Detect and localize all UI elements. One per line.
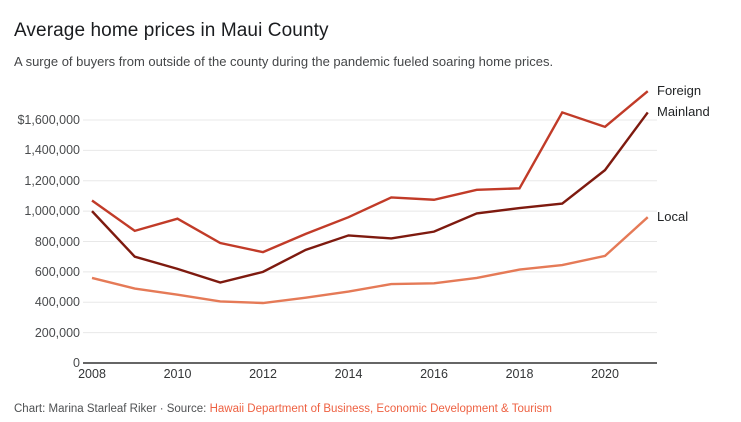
y-axis-label: 1,200,000 <box>24 173 80 188</box>
series-line-local <box>91 216 649 305</box>
legend-label-mainland: Mainland <box>657 104 710 120</box>
x-axis-label: 2014 <box>334 367 363 381</box>
legend-label-foreign: Foreign <box>657 83 702 99</box>
chart-footer: Chart: Marina Starleaf Riker · Source: H… <box>14 403 552 415</box>
y-axis-label: 600,000 <box>34 264 80 279</box>
y-axis-label: 0 <box>73 356 80 370</box>
y-axis-label: 1,000,000 <box>24 204 80 219</box>
x-axis-label: 2018 <box>505 367 534 381</box>
chart-title: Average home prices in Maui County <box>14 20 329 41</box>
chart-credit: Chart: Marina Starleaf Riker · Source: <box>14 403 207 415</box>
y-axis-label: $1,600,000 <box>17 113 80 127</box>
series-line-mainland <box>91 111 649 284</box>
y-axis-label: 1,400,000 <box>24 143 80 158</box>
legend-label-local: Local <box>657 209 689 225</box>
x-axis-label: 2020 <box>591 367 619 381</box>
x-axis-label: 2010 <box>163 367 192 381</box>
y-axis-label: 400,000 <box>34 295 80 310</box>
y-axis-label: 200,000 <box>34 325 80 340</box>
y-axis-label: 800,000 <box>34 234 80 249</box>
x-axis-label: 2016 <box>420 367 448 381</box>
chart-subtitle: A surge of buyers from outside of the co… <box>14 54 554 69</box>
series-line-foreign <box>91 90 649 254</box>
x-axis-label: 2008 <box>78 367 106 381</box>
x-axis-label: 2012 <box>249 367 277 381</box>
source-link[interactable]: Hawaii Department of Business, Economic … <box>209 403 552 415</box>
